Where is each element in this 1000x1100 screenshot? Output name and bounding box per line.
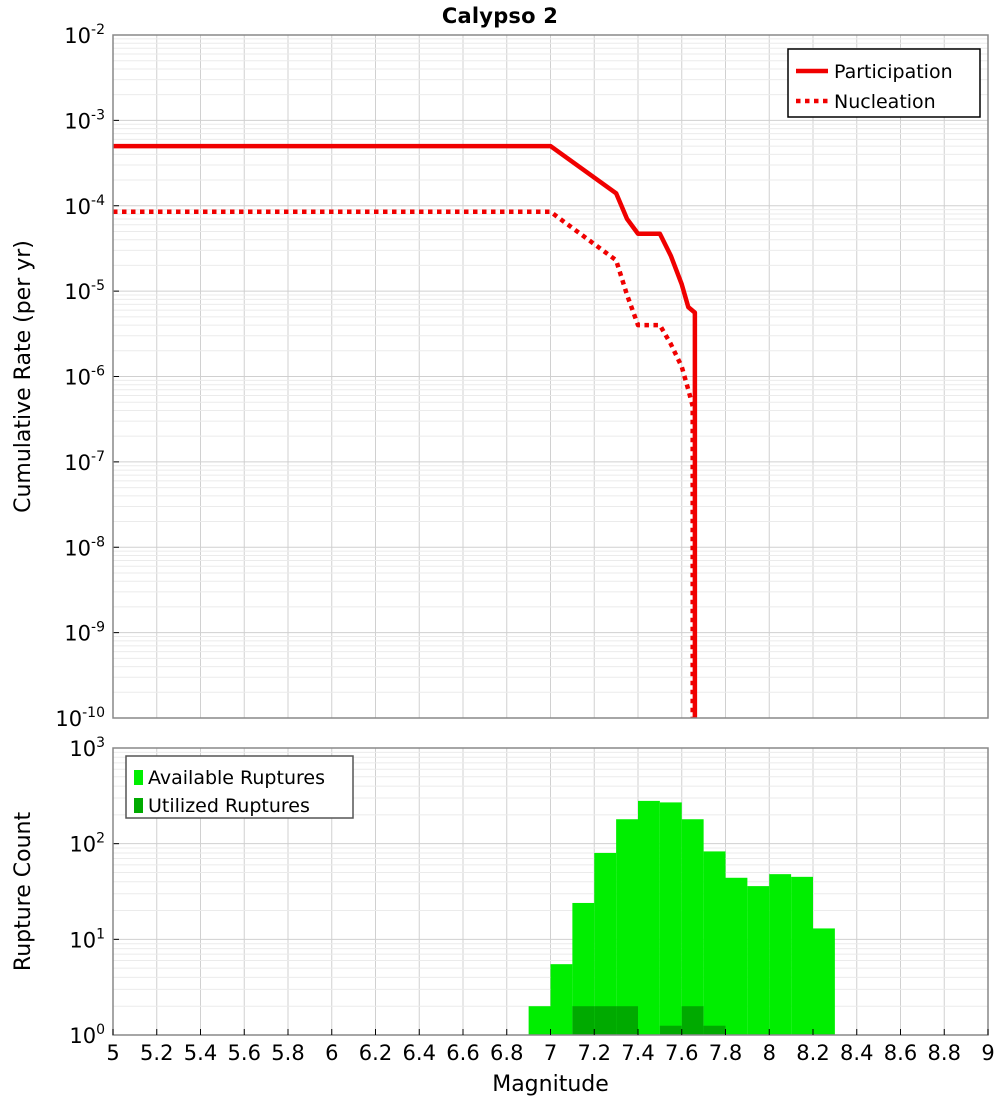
x-tick-label: 6.2 (359, 1041, 392, 1065)
x-tick-label: 8 (763, 1041, 776, 1065)
x-tick-label: 6.6 (446, 1041, 479, 1065)
x-tick-label: 7 (544, 1041, 557, 1065)
legend-label-participation: Participation (834, 61, 953, 83)
bar-utilized (703, 1025, 726, 1035)
x-tick-label: 9 (981, 1041, 994, 1065)
legend-top: Participation Nucleation (787, 48, 981, 118)
bar-available (747, 886, 770, 1035)
bar-available (725, 877, 748, 1035)
legend-bottom: Available Ruptures Utilized Ruptures (125, 755, 354, 819)
bar-available (528, 1006, 551, 1035)
series-line-nucleation (113, 209, 695, 718)
y-tick-label: 102 (69, 831, 105, 857)
y-tick-label: 103 (69, 735, 105, 761)
bar-utilized (681, 1006, 704, 1035)
x-tick-label: 6.4 (403, 1041, 436, 1065)
series-line-participation (113, 143, 698, 718)
x-tick-label: 7.6 (665, 1041, 698, 1065)
bar-available (681, 819, 704, 1035)
x-tick-label: 6 (325, 1041, 338, 1065)
y-tick-label: 10-6 (64, 364, 105, 390)
legend-swatch-available (134, 770, 143, 785)
y-axis-label-top: Cumulative Rate (per yr) (11, 240, 36, 513)
bar-available (572, 902, 595, 1035)
y-tick-label: 10-9 (64, 620, 105, 646)
cumulative-rate-panel: 10-2 10-3 10-4 10-5 10-6 10-7 10-8 10-9 10-10 Cum… (11, 22, 989, 731)
x-tick-label: 7.4 (621, 1041, 654, 1065)
x-tick-label: 5.2 (140, 1041, 173, 1065)
x-tick-label: 8.6 (884, 1041, 917, 1065)
legend-label-utilized: Utilized Ruptures (148, 795, 310, 817)
y-tick-label: 100 (69, 1022, 105, 1048)
y-tick-label: 10-2 (64, 22, 105, 48)
bar-available (791, 876, 813, 1035)
legend-label-nucleation: Nucleation (834, 91, 936, 113)
bar-available (550, 964, 573, 1035)
y-axis-label-bottom: Rupture Count (11, 812, 36, 972)
x-axis-label: Magnitude (492, 1072, 609, 1097)
y-tick-label: 10-4 (64, 193, 105, 219)
y-tick-label: 10-3 (64, 107, 105, 133)
x-tick-label: 5.8 (271, 1041, 304, 1065)
bar-available (638, 800, 660, 1035)
x-tick-label: 8.2 (796, 1041, 829, 1065)
x-tick-label: 7.8 (709, 1041, 742, 1065)
bar-utilized (659, 1025, 682, 1035)
bar-utilized (594, 1006, 617, 1035)
legend-swatch-utilized (134, 798, 143, 813)
x-tick-label: 8.4 (840, 1041, 873, 1065)
bar-available (616, 819, 638, 1035)
y-tick-label: 10-5 (64, 278, 105, 304)
x-tick-label: 5.4 (184, 1041, 217, 1065)
bar-available (769, 874, 792, 1035)
x-tick-label: 5.6 (228, 1041, 261, 1065)
bar-available (813, 928, 835, 1035)
bar-available (703, 851, 726, 1035)
x-tick-label: 7.2 (578, 1041, 611, 1065)
bar-utilized (616, 1006, 638, 1035)
x-tick-label: 6.8 (490, 1041, 523, 1065)
bar-available (659, 802, 682, 1035)
bar-utilized (572, 1006, 595, 1035)
bar-available (594, 852, 617, 1035)
x-tick-label: 8.8 (928, 1041, 961, 1065)
y-tick-label: 10-7 (64, 449, 105, 475)
y-tick-label: 10-10 (55, 705, 105, 731)
legend-label-available: Available Ruptures (148, 767, 325, 789)
x-tick-label: 5 (106, 1041, 119, 1065)
y-tick-label: 101 (69, 926, 105, 952)
page-title: Calypso 2 (441, 4, 559, 28)
y-tick-label: 10-8 (64, 534, 105, 560)
